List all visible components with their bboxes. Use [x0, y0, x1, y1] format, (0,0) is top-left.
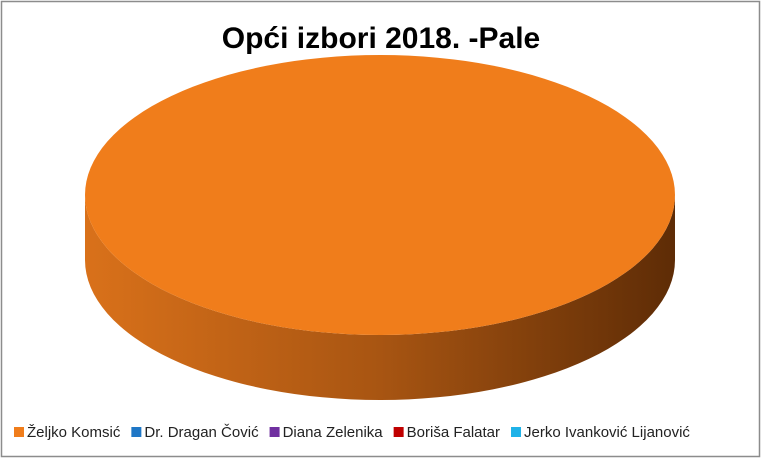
legend-label: Jerko Ivanković Lijanović: [524, 424, 690, 441]
legend-label: Dr. Dragan Čović: [144, 424, 259, 441]
legend-swatch: [14, 427, 24, 437]
legend-swatch: [511, 427, 522, 437]
legend-swatch: [393, 427, 404, 437]
legend-label: Boriša Falatar: [407, 424, 500, 441]
pie-slice-side: [85, 195, 675, 400]
legend-swatch: [131, 427, 142, 437]
legend-swatch: [269, 427, 280, 437]
chart-title: Opći izbori 2018. -Pale: [222, 22, 540, 55]
legend-label: Željko Komsić: [27, 424, 121, 441]
pie-slice: [85, 55, 675, 335]
legend-label: Diana Zelenika: [283, 424, 384, 441]
